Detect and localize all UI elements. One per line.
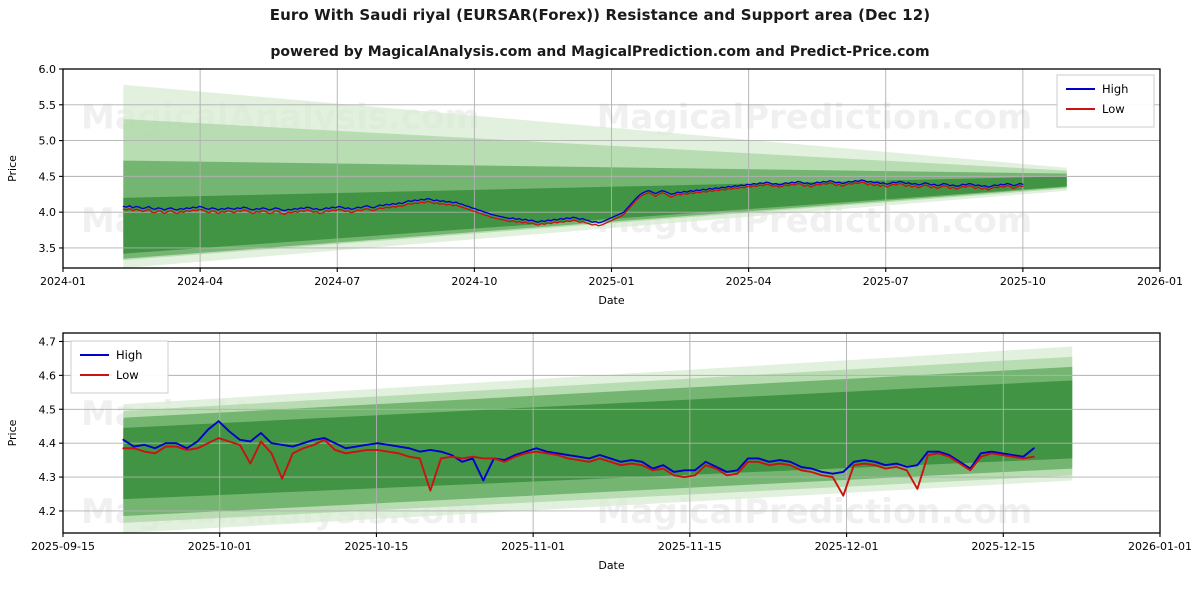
x-axis-tick-label: 2025-12-15 [971,540,1035,553]
x-axis-title: Date [598,294,625,307]
x-axis-tick-label: 2025-07 [863,275,909,288]
legend-label-high: High [1102,82,1128,96]
plot-border [62,332,1161,534]
overview-chart: MagicalAnalysis.comMagicalPrediction.com… [6,63,1183,307]
y-axis-tick-label: 6.0 [39,63,57,76]
series-line-high [122,420,1035,482]
x-axis-tick-label: 2025-09-15 [31,540,95,553]
legend-label-low: Low [1102,102,1125,116]
support-resistance-bands [123,346,1073,533]
x-axis-tick-label: 2024-07 [314,275,360,288]
x-axis-tick-label: 2026-01 [1137,275,1183,288]
series-line-low [122,181,1024,227]
y-axis-tick-label: 5.0 [39,135,57,148]
series-line-low [122,437,1035,497]
x-axis-tick-label: 2025-10-01 [188,540,252,553]
series-group [122,420,1035,497]
overview-chart-panel: MagicalAnalysis.comMagicalPrediction.com… [0,62,1200,320]
x-axis-tick-label: 2024-10 [451,275,497,288]
x-axis-title: Date [598,559,625,572]
legend[interactable]: High Low [70,340,169,394]
page-title: Euro With Saudi riyal (EURSAR(Forex)) Re… [269,6,931,24]
series-line-high [122,179,1024,224]
x-axis-tick-label: 2025-04 [726,275,772,288]
watermark-text: MagicalPrediction.com [597,98,1033,138]
y-axis-tick-label: 4.7 [39,335,57,348]
y-axis-tick-label: 4.0 [39,206,57,219]
legend-label-high: High [116,348,142,362]
y-axis-tick-label: 4.5 [39,403,57,416]
detail-chart-panel: MagicalAnalysis.comMagicalPrediction.com… [0,325,1200,597]
x-axis-tick-label: 2025-11-01 [501,540,565,553]
x-axis-tick-label: 2025-01 [589,275,635,288]
band-inner [123,176,1067,254]
x-axis-tick-label: 2025-10-15 [344,540,408,553]
y-axis-tick-label: 4.5 [39,170,57,183]
y-axis-tick-label: 3.5 [39,242,57,255]
legend-label-low: Low [116,368,139,382]
legend[interactable]: High Low [1056,74,1155,128]
gridlines [62,333,1161,533]
x-axis-tick-label: 2025-10 [1000,275,1046,288]
y-axis-tick-label: 4.2 [39,505,57,518]
x-axis-tick-label: 2024-01 [40,275,86,288]
x-axis-tick-label: 2024-04 [177,275,223,288]
series-group [122,179,1024,227]
band-inner [123,380,1073,500]
y-axis-tick-label: 4.3 [39,471,57,484]
x-axis-tick-label: 2025-12-01 [815,540,879,553]
page-subtitle: powered by MagicalAnalysis.com and Magic… [270,44,930,60]
x-axis-tick-label: 2025-11-15 [658,540,722,553]
x-axis-tick-label: 2026-01-01 [1128,540,1192,553]
y-axis-tick-label: 4.4 [39,437,57,450]
y-axis-tick-label: 5.5 [39,99,57,112]
y-axis-title: Price [6,155,19,182]
detail-chart: MagicalAnalysis.comMagicalPrediction.com… [6,332,1192,572]
y-axis-title: Price [6,419,19,446]
y-axis-tick-label: 4.6 [39,369,57,382]
